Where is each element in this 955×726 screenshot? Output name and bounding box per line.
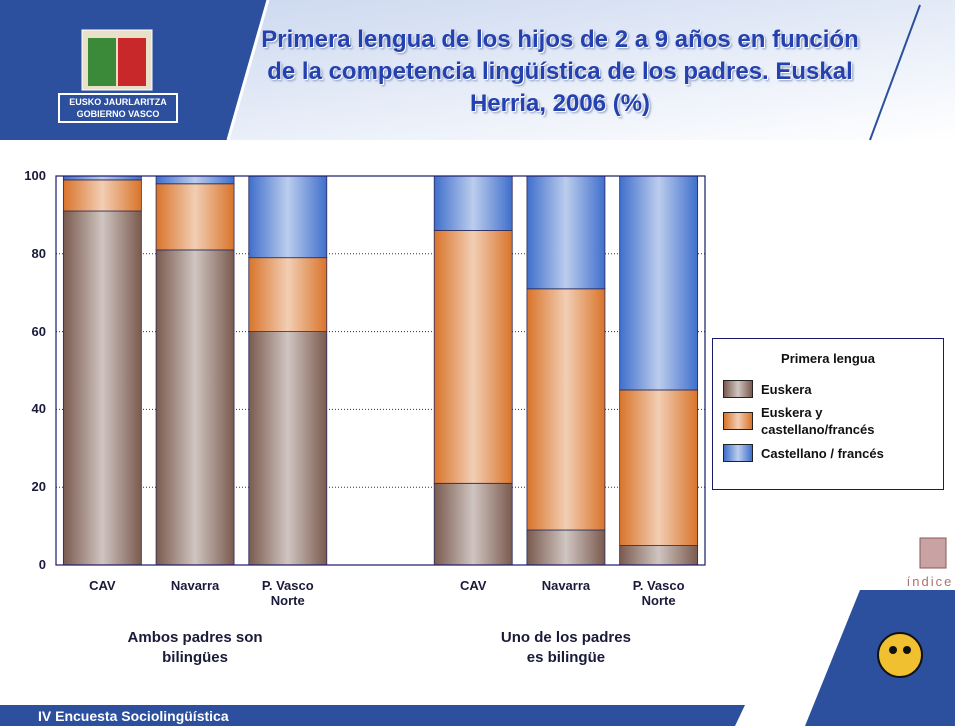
bar-segment — [526, 288, 606, 531]
bar-segment — [433, 230, 513, 484]
x-tick-label: P. Vasco Norte — [632, 578, 685, 608]
legend-entry: Euskera — [723, 380, 943, 398]
cartoon — [877, 632, 923, 678]
legend-swatch — [723, 444, 753, 462]
bar-segment — [248, 331, 328, 566]
logo-box — [60, 95, 176, 121]
legend-swatch — [723, 380, 753, 398]
group-label: Ambos padres son bilingües — [127, 629, 263, 666]
x-tick-label: CAV — [459, 578, 487, 593]
x-tick-label: P. Vasco Norte — [261, 578, 314, 608]
bar-segment — [155, 175, 235, 185]
y-tick-label: 60 — [31, 323, 46, 339]
legend-label: Euskera y castellano/francés — [761, 405, 875, 437]
bar-segment — [526, 175, 606, 290]
y-tick-label: 0 — [38, 557, 46, 572]
bar-segment — [526, 529, 606, 566]
index-label[interactable]: índice — [906, 574, 954, 589]
bar-segment — [155, 249, 235, 566]
legend-swatch — [723, 412, 753, 430]
logo-text: GOBIERNO VASCO — [76, 109, 160, 119]
x-tick-label: Navarra — [541, 578, 591, 593]
y-tick-label: 20 — [31, 479, 46, 495]
plot-frame — [55, 175, 706, 566]
logo-shield — [88, 38, 116, 86]
header-divider — [869, 4, 921, 141]
index-icon — [919, 537, 947, 569]
bar-segment — [433, 482, 513, 566]
legend: Primera lengua Euskera Euskera y castella… — [712, 338, 944, 490]
bar-segment — [62, 179, 142, 212]
bar-segment — [619, 175, 699, 391]
legend-title: Primera lengua — [781, 351, 875, 366]
y-tick-label: 80 — [31, 245, 46, 261]
bar-segment — [248, 257, 328, 333]
legend-label: Castellano / francés — [761, 445, 884, 461]
x-tick-label: Navarra — [170, 578, 220, 593]
legend-label: Euskera — [761, 381, 812, 397]
bar-segment — [619, 389, 699, 546]
header-divider — [226, 0, 270, 141]
plot-area — [56, 176, 705, 565]
bar-segment — [619, 545, 699, 566]
bar-segment — [155, 183, 235, 251]
bar-segment — [62, 210, 142, 566]
bar-segment — [248, 175, 328, 259]
x-tick-label: CAV — [89, 578, 116, 593]
logo-shield — [118, 38, 146, 86]
legend-entry: Euskera y castellano/francés — [723, 404, 943, 438]
cartoon — [889, 646, 897, 654]
group-label: Uno de los padres es bilingüe — [500, 629, 631, 666]
y-tick-label: 40 — [31, 401, 46, 417]
bar-segment — [433, 175, 513, 231]
footer-text: IV Encuesta Sociolingüística — [38, 708, 229, 724]
logo-text: EUSKO JAURLARITZA — [69, 97, 167, 107]
cartoon — [903, 646, 911, 654]
legend-entry: Castellano / francés — [723, 444, 943, 462]
y-tick-label: 100 — [24, 168, 46, 183]
footer-bar — [0, 705, 745, 726]
chart-title: Primera lengua de los hijos de 2 a 9 año… — [261, 26, 859, 117]
